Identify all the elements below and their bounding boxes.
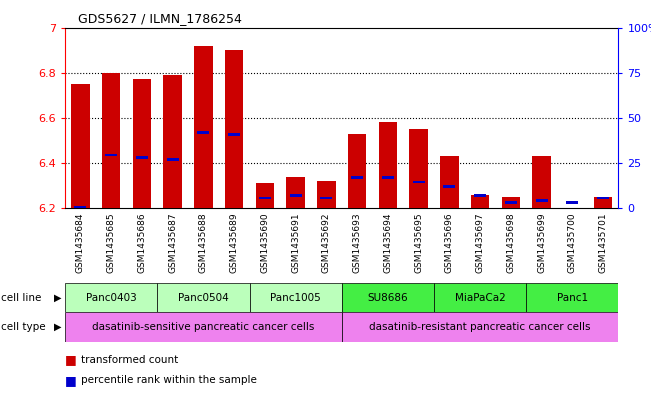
Text: cell type: cell type (1, 322, 46, 332)
Bar (342, 312, 618, 342)
Bar (133, 79, 151, 208)
Bar (197, 131, 210, 134)
Text: Panc1005: Panc1005 (270, 293, 321, 303)
Bar (566, 201, 578, 204)
Text: ■: ■ (65, 374, 77, 387)
Text: ■: ■ (65, 353, 77, 366)
Text: GSM1435700: GSM1435700 (568, 212, 577, 273)
Bar (413, 181, 424, 184)
Text: dasatinib-resistant pancreatic cancer cells: dasatinib-resistant pancreatic cancer ce… (369, 322, 591, 332)
Text: GSM1435698: GSM1435698 (506, 212, 516, 273)
Bar (382, 176, 394, 179)
Text: GSM1435690: GSM1435690 (260, 212, 270, 273)
Bar (71, 84, 90, 208)
Bar (536, 199, 547, 202)
Bar (526, 283, 618, 312)
Bar (249, 283, 342, 312)
Text: percentile rank within the sample: percentile rank within the sample (81, 375, 257, 385)
Text: GDS5627 / ILMN_1786254: GDS5627 / ILMN_1786254 (78, 12, 242, 25)
Text: GSM1435691: GSM1435691 (291, 212, 300, 273)
Text: Panc1: Panc1 (557, 293, 588, 303)
Text: GSM1435692: GSM1435692 (322, 212, 331, 272)
Bar (229, 133, 240, 136)
Bar (102, 73, 120, 208)
Text: transformed count: transformed count (81, 355, 178, 365)
Bar (136, 156, 148, 159)
Text: GSM1435685: GSM1435685 (107, 212, 116, 273)
Text: GSM1435699: GSM1435699 (537, 212, 546, 273)
Bar (158, 283, 249, 312)
Bar (409, 129, 428, 208)
Text: GSM1435695: GSM1435695 (414, 212, 423, 273)
Bar (505, 201, 517, 204)
Text: SU8686: SU8686 (368, 293, 408, 303)
Text: GSM1435694: GSM1435694 (383, 212, 393, 272)
Text: GSM1435693: GSM1435693 (353, 212, 362, 273)
Text: GSM1435689: GSM1435689 (230, 212, 239, 273)
Bar (351, 176, 363, 179)
Bar (163, 75, 182, 208)
Bar (594, 197, 613, 208)
Bar (434, 283, 526, 312)
Bar (471, 195, 490, 208)
Text: GSM1435697: GSM1435697 (476, 212, 484, 273)
Bar (65, 283, 158, 312)
Bar (342, 283, 434, 312)
Bar (443, 185, 455, 188)
Text: GSM1435701: GSM1435701 (598, 212, 607, 273)
Bar (259, 196, 271, 199)
Text: cell line: cell line (1, 293, 41, 303)
Text: GSM1435684: GSM1435684 (76, 212, 85, 272)
Text: ▶: ▶ (54, 293, 62, 303)
Bar (225, 50, 243, 208)
Text: Panc0504: Panc0504 (178, 293, 229, 303)
Bar (379, 122, 397, 208)
Bar (533, 156, 551, 208)
Text: GSM1435686: GSM1435686 (137, 212, 146, 273)
Text: GSM1435688: GSM1435688 (199, 212, 208, 273)
Bar (440, 156, 458, 208)
Text: Panc0403: Panc0403 (86, 293, 137, 303)
Bar (286, 177, 305, 208)
Bar (317, 181, 336, 208)
Bar (474, 194, 486, 197)
Bar (65, 312, 342, 342)
Bar (597, 196, 609, 199)
Bar (256, 184, 274, 208)
Bar (194, 46, 213, 208)
Text: GSM1435687: GSM1435687 (168, 212, 177, 273)
Bar (74, 206, 87, 208)
Bar (320, 196, 333, 199)
Bar (167, 158, 178, 161)
Bar (502, 197, 520, 208)
Text: MiaPaCa2: MiaPaCa2 (455, 293, 505, 303)
Text: ▶: ▶ (54, 322, 62, 332)
Text: dasatinib-sensitive pancreatic cancer cells: dasatinib-sensitive pancreatic cancer ce… (92, 322, 314, 332)
Text: GSM1435696: GSM1435696 (445, 212, 454, 273)
Bar (105, 154, 117, 156)
Bar (348, 134, 367, 208)
Bar (290, 194, 301, 197)
